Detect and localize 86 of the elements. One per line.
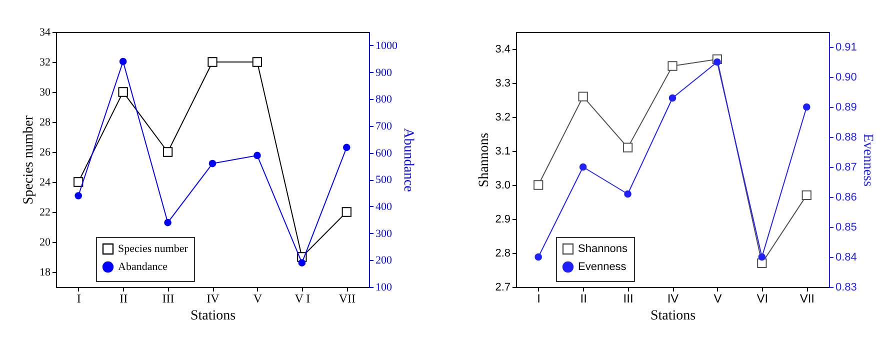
point (252, 57, 262, 67)
legend-label: Evenness (578, 261, 627, 273)
y-axis-title: Shannons (477, 132, 492, 188)
point (714, 58, 721, 66)
y2-tick-label: 0.84 (836, 252, 857, 264)
y2-tick-label: 100 (376, 282, 392, 294)
y2-tick-label: 900 (376, 66, 392, 79)
y-tick-label: 2.8 (495, 248, 510, 260)
point (342, 144, 350, 152)
y-tick-label: 22 (40, 206, 50, 218)
point (758, 253, 766, 261)
point (534, 180, 544, 190)
x-tick-label: III (162, 292, 174, 306)
x-tick-label: V I (294, 292, 310, 306)
y-tick-label: 20 (40, 236, 51, 248)
legend-label: Species number (118, 243, 188, 255)
y-tick-label: 3.4 (495, 44, 510, 56)
y2-tick-label: 700 (376, 120, 392, 132)
point (534, 253, 542, 261)
x-tick-label: VII (800, 292, 814, 306)
y2-tick-label: 0.91 (836, 42, 857, 54)
x-tick-label: V (714, 292, 722, 306)
point (802, 103, 810, 111)
legend-label: Abandance (118, 261, 168, 273)
x-tick-label: VII (338, 292, 356, 306)
y-tick-label: 30 (40, 86, 51, 98)
y2-tick-label: 200 (376, 254, 392, 267)
point (802, 190, 812, 200)
y2-tick-label: 1000 (376, 40, 398, 52)
point (74, 177, 84, 187)
point (162, 147, 173, 157)
x-tick-label: I (76, 292, 81, 306)
y2-tick-label: 400 (376, 200, 392, 213)
y-tick-label: 2.7 (495, 282, 510, 294)
y2-tick-label: 0.87 (836, 162, 857, 174)
y-tick-label: 26 (40, 146, 51, 158)
x-tick-label: V (253, 292, 262, 306)
y2-tick-label: 300 (376, 228, 392, 240)
point (208, 160, 216, 168)
y-axis-title: Species number (22, 115, 36, 205)
point (668, 61, 678, 71)
y2-tick-label: 0.86 (836, 192, 857, 204)
point (164, 218, 172, 226)
x-tick-label: IV (667, 292, 679, 306)
y-tick-label: 3.2 (495, 112, 510, 124)
point (757, 258, 767, 268)
y-tick-label: 3.3 (495, 78, 510, 90)
y-tick-label: 3.1 (495, 146, 510, 158)
y2-tick-label: 800 (376, 94, 392, 106)
y2-axis-title: Abundance (400, 128, 416, 192)
point (624, 190, 632, 198)
x-tick-label: II (580, 292, 587, 306)
y2-axis-title: Evenness (860, 134, 875, 186)
point (118, 87, 128, 97)
y-tick-label: 24 (40, 176, 51, 188)
y-tick-label: 34 (40, 26, 51, 38)
y-tick-label: 32 (40, 56, 50, 68)
y2-tick-label: 0.88 (836, 132, 857, 144)
x-tick-label: IV (206, 292, 220, 306)
y2-tick-label: 0.85 (836, 222, 857, 234)
point (342, 207, 352, 217)
y-tick-label: 3.0 (495, 180, 510, 192)
y2-tick-label: 0.90 (836, 72, 857, 84)
y2-tick-label: 600 (376, 147, 392, 160)
point (668, 94, 676, 102)
point (298, 259, 306, 266)
x-axis-title: Stations (650, 308, 696, 324)
point (579, 163, 587, 171)
y-tick-label: 18 (40, 266, 51, 278)
point (622, 142, 633, 152)
x-axis-title: Stations (190, 308, 236, 324)
y2-tick-label: 0.83 (836, 282, 857, 294)
point (119, 58, 127, 66)
x-tick-label: III (623, 292, 634, 306)
y2-tick-label: 0.89 (836, 102, 857, 114)
x-tick-label: I (537, 292, 541, 306)
point (254, 152, 261, 160)
x-tick-label: VI (756, 292, 768, 306)
y-tick-label: 28 (40, 116, 51, 128)
legend-label: Shannons (578, 243, 628, 255)
point (208, 57, 218, 67)
point (578, 92, 588, 102)
x-tick-label: II (120, 292, 128, 306)
point (74, 192, 82, 200)
y-tick-label: 2.9 (495, 214, 510, 226)
y2-tick-label: 500 (376, 174, 392, 186)
